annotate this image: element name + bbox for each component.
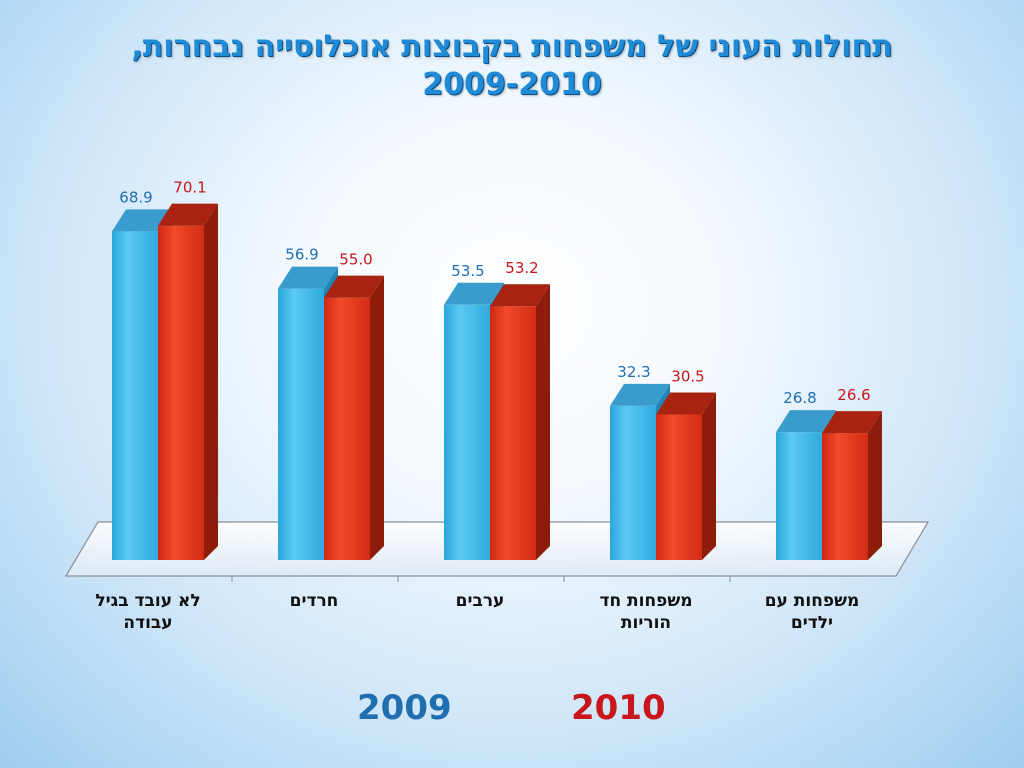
- bar-2010-0-front: [158, 225, 204, 561]
- bar-2010-1-front: [324, 297, 370, 560]
- value-label-2009: 68.9: [119, 188, 152, 206]
- chart-value-labels: 68.9 70.1 56.9 55.0 53.5 53.2 32.3 30.5 26.8 26.6: [119, 179, 870, 408]
- legend-item-2010: 2010: [571, 688, 666, 728]
- bar-2009-2-top: [444, 282, 504, 305]
- value-label-2009: 56.9: [285, 246, 318, 264]
- bar-2010-3-side: [702, 392, 716, 560]
- value-label-2009: 26.8: [783, 389, 816, 407]
- value-label-2009: 32.3: [617, 363, 650, 381]
- category-label: ילדים: [791, 613, 833, 633]
- bar-2009-3-top: [610, 383, 670, 406]
- bar-2010-1: [324, 275, 384, 560]
- bar-2010-4-front: [822, 433, 868, 560]
- bar-2009-3-front: [610, 405, 656, 560]
- bar-2009-1-top: [278, 266, 338, 289]
- value-label-2010: 70.1: [173, 179, 206, 197]
- category-label: משפחות עם: [765, 591, 860, 611]
- bar-2010-2: [490, 284, 550, 560]
- bar-2010-0-top: [158, 203, 218, 226]
- value-label-2010: 30.5: [671, 368, 704, 386]
- bar-2010-1-side: [370, 275, 384, 560]
- bar-2009-4-top: [776, 410, 836, 433]
- bar-2009-4-front: [776, 432, 822, 560]
- value-label-2010: 53.2: [505, 259, 538, 277]
- bar-2009-1-front: [278, 288, 324, 560]
- legend-item-2009: 2009: [357, 688, 452, 728]
- category-label: עבודה: [123, 613, 172, 633]
- bar-2010-0-side: [204, 203, 218, 561]
- bar-2009-0-top: [112, 209, 172, 232]
- category-label: משפחות חד: [599, 591, 692, 611]
- bar-2010-3-front: [656, 414, 702, 560]
- bar-2010-4: [822, 411, 882, 560]
- bar-2010-2-front: [490, 306, 536, 560]
- bar-2010-2-side: [536, 284, 550, 560]
- bar-2009-0-front: [112, 231, 158, 561]
- legend: 2009 2010: [0, 688, 1024, 738]
- bar-2009-2-front: [444, 304, 490, 560]
- bar-2010-4-side: [868, 411, 882, 560]
- bar-2010-3: [656, 392, 716, 560]
- bar-2010-4-top: [822, 411, 882, 434]
- category-label: הוריות: [621, 613, 671, 633]
- value-label-2010: 55.0: [339, 251, 372, 269]
- bar-2010-1-top: [324, 275, 384, 298]
- category-label: ערבים: [456, 591, 505, 611]
- chart-title: תחולות העוני של משפחות בקבוצות אוכלוסייה…: [0, 28, 1024, 104]
- value-label-2009: 53.5: [451, 262, 484, 280]
- chart-bars: [112, 203, 882, 561]
- chart-title-line-1: תחולות העוני של משפחות בקבוצות אוכלוסייה…: [131, 29, 893, 64]
- chart-title-line-2: 2009-2010: [422, 67, 602, 102]
- value-label-2010: 26.6: [837, 386, 870, 404]
- category-label: חרדים: [290, 591, 339, 611]
- category-label: לא עובד בגיל: [95, 591, 200, 611]
- bar-2010-2-top: [490, 284, 550, 307]
- bar-2010-3-top: [656, 392, 716, 415]
- bar-2010-0: [158, 203, 218, 561]
